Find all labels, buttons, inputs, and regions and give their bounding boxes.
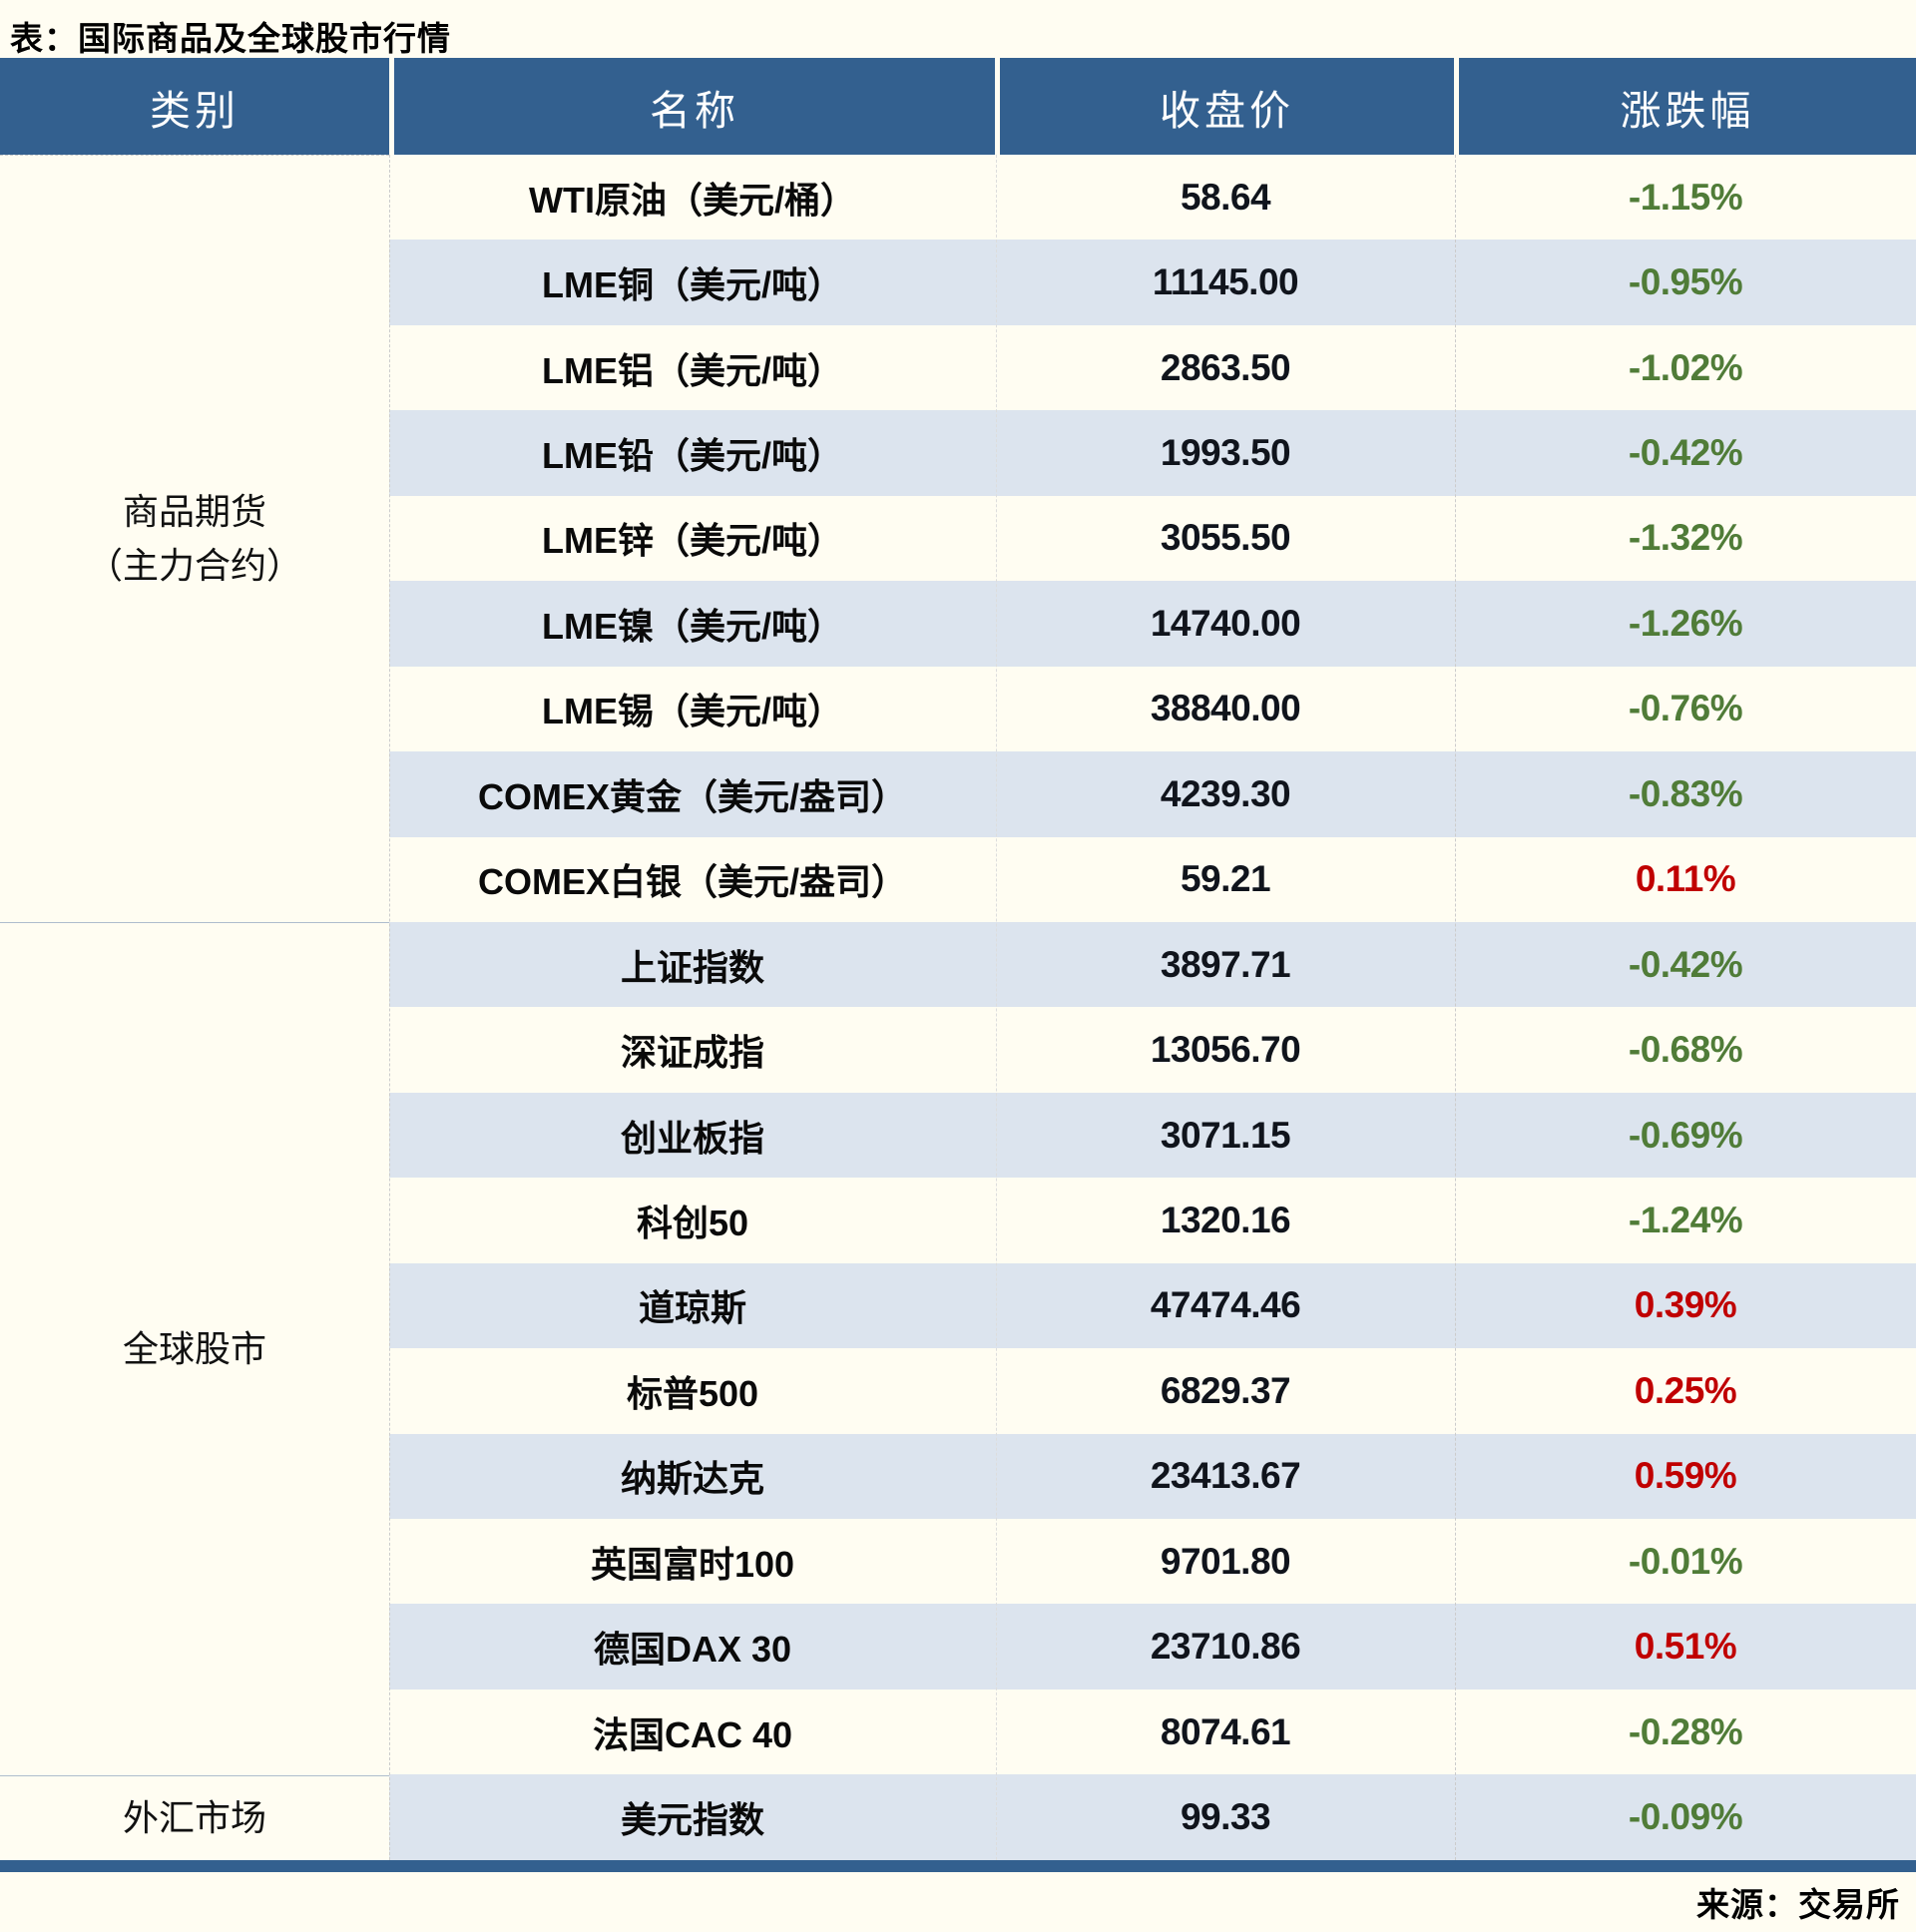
close-price: 1993.50 [1160, 432, 1291, 474]
change-percent: -0.95% [1628, 261, 1743, 303]
close-price: 58.64 [1180, 176, 1271, 218]
quotes-table: 类别 名称 收盘价 涨跌幅 商品期货 （主力合约） 全球股市 外汇市场 WTI原… [0, 58, 1916, 1872]
instrument-name: LME镍（美元/吨） [542, 605, 843, 647]
table-row: LME锌（美元/吨） 3055.50 -1.32% [389, 496, 1916, 581]
close-price: 23413.67 [1150, 1455, 1301, 1497]
instrument-name: LME锡（美元/吨） [542, 691, 843, 732]
table-row: 英国富时100 9701.80 -0.01% [389, 1519, 1916, 1604]
table-row: 道琼斯 47474.46 0.39% [389, 1262, 1916, 1349]
close-price: 38840.00 [1150, 688, 1301, 729]
table-row: 法国CAC 40 8074.61 -0.28% [389, 1690, 1916, 1774]
instrument-name: 英国富时100 [590, 1543, 795, 1585]
instrument-name: LME铜（美元/吨） [542, 264, 843, 306]
instrument-name: 法国CAC 40 [592, 1713, 793, 1755]
close-price: 3055.50 [1160, 517, 1291, 559]
close-price: 8074.61 [1160, 1710, 1291, 1752]
instrument-name: LME铅（美元/吨） [542, 435, 843, 477]
table-row: 创业板指 3071.15 -0.69% [389, 1092, 1916, 1179]
data-rows: WTI原油（美元/桶） 58.64 -1.15% LME铜（美元/吨） 1114… [389, 155, 1916, 1860]
instrument-name: 上证指数 [620, 946, 764, 988]
instrument-name: 深证成指 [620, 1032, 764, 1074]
change-percent: -1.24% [1628, 1199, 1743, 1240]
change-percent: 0.25% [1634, 1369, 1737, 1411]
table-row: 深证成指 13056.70 -0.68% [389, 1007, 1916, 1092]
change-percent: -0.42% [1628, 943, 1743, 985]
change-percent: -0.28% [1628, 1710, 1743, 1752]
table-row: WTI原油（美元/桶） 58.64 -1.15% [389, 155, 1916, 240]
close-price: 13056.70 [1150, 1029, 1301, 1071]
change-percent: 0.59% [1634, 1455, 1737, 1497]
table-row: LME铅（美元/吨） 1993.50 -0.42% [389, 410, 1916, 496]
change-percent: -0.01% [1628, 1540, 1743, 1582]
category-cell-global-stocks: 全球股市 [0, 922, 389, 1775]
table-row: COMEX黄金（美元/盎司） 4239.30 -0.83% [389, 751, 1916, 837]
change-percent: -1.02% [1628, 346, 1743, 388]
table-row: LME铜（美元/吨） 11145.00 -0.95% [389, 240, 1916, 325]
instrument-name: LME铝（美元/吨） [542, 349, 843, 391]
change-percent: -1.15% [1628, 176, 1743, 218]
close-price: 23710.86 [1150, 1626, 1301, 1668]
category-column: 商品期货 （主力合约） 全球股市 外汇市场 [0, 155, 389, 1860]
instrument-name: WTI原油（美元/桶） [529, 179, 856, 221]
table-bottom-border [0, 1860, 1916, 1872]
change-percent: -0.83% [1628, 772, 1743, 814]
instrument-name: LME锌（美元/吨） [542, 520, 843, 562]
table-row: 美元指数 99.33 -0.09% [389, 1774, 1916, 1860]
table-header-row: 类别 名称 收盘价 涨跌幅 [0, 58, 1916, 155]
close-price: 9701.80 [1160, 1540, 1291, 1582]
close-price: 2863.50 [1160, 346, 1291, 388]
table-row: 上证指数 3897.71 -0.42% [389, 921, 1916, 1008]
table-row: 标普500 6829.37 0.25% [389, 1348, 1916, 1433]
table-row: 纳斯达克 23413.67 0.59% [389, 1433, 1916, 1519]
header-cell-close: 收盘价 [1000, 58, 1454, 155]
close-price: 11145.00 [1152, 261, 1299, 303]
change-percent: -1.26% [1628, 602, 1743, 644]
instrument-name: COMEX黄金（美元/盎司） [477, 775, 907, 817]
source-note: 来源：交易所 [1696, 1886, 1900, 1923]
instrument-name: 美元指数 [620, 1799, 764, 1841]
change-percent: -0.68% [1628, 1029, 1743, 1071]
table-row: LME铝（美元/吨） 2863.50 -1.02% [389, 325, 1916, 410]
change-percent: -0.76% [1628, 688, 1743, 729]
instrument-name: 科创50 [636, 1202, 749, 1243]
change-percent: 0.51% [1634, 1626, 1737, 1668]
header-cell-change: 涨跌幅 [1459, 58, 1916, 155]
close-price: 14740.00 [1150, 602, 1301, 644]
table-row: 德国DAX 30 23710.86 0.51% [389, 1604, 1916, 1690]
category-label: 全球股市 [122, 1327, 266, 1369]
header-cell-category: 类别 [0, 58, 389, 155]
table-row: LME锡（美元/吨） 38840.00 -0.76% [389, 667, 1916, 751]
table-title: 表：国际商品及全球股市行情 [10, 20, 451, 57]
close-price: 59.21 [1180, 858, 1271, 900]
close-price: 3897.71 [1160, 943, 1291, 985]
change-percent: 0.11% [1635, 858, 1736, 900]
instrument-name: 标普500 [626, 1372, 759, 1414]
close-price: 3071.15 [1160, 1114, 1291, 1156]
table-row: 科创50 1320.16 -1.24% [389, 1178, 1916, 1262]
category-label-line2: （主力合约） [86, 545, 302, 587]
instrument-name: 纳斯达克 [620, 1458, 764, 1500]
category-label: 商品期货 [122, 491, 266, 533]
instrument-name: 道琼斯 [638, 1287, 746, 1329]
change-percent: -0.09% [1628, 1796, 1743, 1838]
instrument-name: COMEX白银（美元/盎司） [477, 861, 907, 903]
close-price: 99.33 [1180, 1796, 1271, 1838]
close-price: 6829.37 [1160, 1369, 1291, 1411]
instrument-name: 德国DAX 30 [593, 1629, 792, 1671]
instrument-name: 创业板指 [620, 1117, 764, 1159]
category-cell-commodities: 商品期货 （主力合约） [0, 155, 389, 922]
change-percent: -1.32% [1628, 517, 1743, 559]
change-percent: 0.39% [1634, 1284, 1737, 1326]
table-row: LME镍（美元/吨） 14740.00 -1.26% [389, 581, 1916, 667]
close-price: 47474.46 [1150, 1284, 1301, 1326]
category-label: 外汇市场 [122, 1796, 266, 1838]
header-cell-name: 名称 [394, 58, 995, 155]
close-price: 4239.30 [1160, 772, 1291, 814]
table-row: COMEX白银（美元/盎司） 59.21 0.11% [389, 837, 1916, 922]
change-percent: -0.69% [1628, 1114, 1743, 1156]
table-body: 商品期货 （主力合约） 全球股市 外汇市场 WTI原油（美元/桶） 58.64 … [0, 155, 1916, 1860]
category-cell-forex: 外汇市场 [0, 1774, 389, 1860]
change-percent: -0.42% [1628, 432, 1743, 474]
close-price: 1320.16 [1160, 1199, 1291, 1240]
